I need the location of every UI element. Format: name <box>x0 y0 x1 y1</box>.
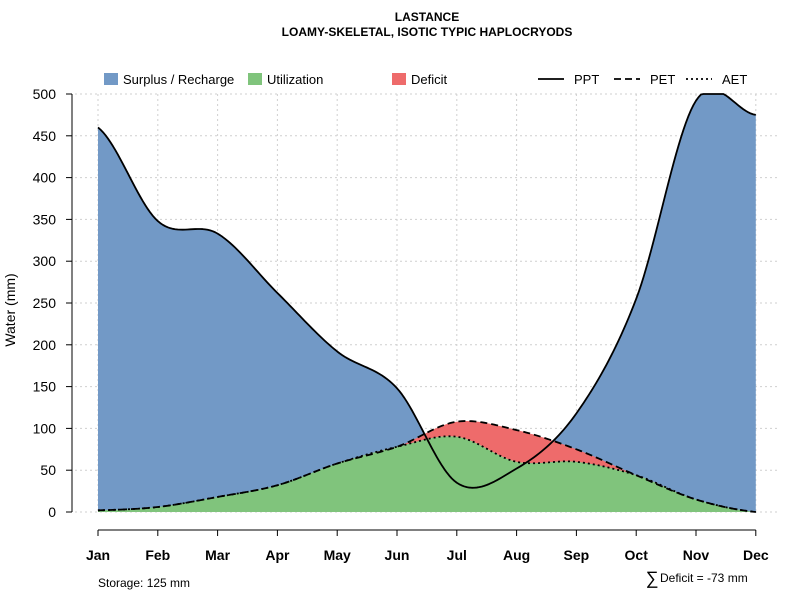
line-layer <box>97 93 756 513</box>
y-tick-label: 300 <box>33 253 57 269</box>
x-tick-label: Feb <box>145 547 170 563</box>
deficit-sum-symbol: ∑ <box>646 568 659 588</box>
x-tick-label: Nov <box>683 547 710 563</box>
deficit-annotation: Deficit = -73 mm <box>660 571 748 585</box>
pet-line <box>97 420 756 513</box>
legend-line-label: AET <box>722 72 747 87</box>
legend-label: Deficit <box>411 72 448 87</box>
ppt-line <box>97 93 756 489</box>
legend: Surplus / Recharge Utilization Deficit PPT P… <box>104 72 747 87</box>
surplus-recharge-area <box>98 94 756 512</box>
axes: 0 50 100 150 200 250 300 350 400 450 500 Jan Feb Mar A… <box>33 86 769 563</box>
y-axis-label: Water (mm) <box>2 273 18 346</box>
y-tick-label: 50 <box>40 462 56 478</box>
chart-title: LASTANCE <box>395 10 459 24</box>
legend-swatch <box>392 73 406 85</box>
x-tick-label: Jun <box>385 547 410 563</box>
x-tick-label: Mar <box>205 547 230 563</box>
utilization-area <box>98 436 756 512</box>
storage-annotation: Storage: 125 mm <box>98 576 190 590</box>
legend-swatch <box>248 73 262 85</box>
legend-label: Surplus / Recharge <box>123 72 234 87</box>
y-tick-label: 150 <box>33 379 57 395</box>
legend-swatch <box>104 73 118 85</box>
chart-subtitle: LOAMY-SKELETAL, ISOTIC TYPIC HAPLOCRYODS <box>282 25 573 39</box>
legend-label: Utilization <box>267 72 323 87</box>
y-tick-label: 200 <box>33 337 57 353</box>
x-tick-label: Apr <box>265 547 290 563</box>
legend-line-label: PPT <box>574 72 599 87</box>
x-tick-label: Sep <box>564 547 590 563</box>
legend-line-label: PET <box>650 72 675 87</box>
y-tick-label: 100 <box>33 420 57 436</box>
x-tick-label: Oct <box>625 547 649 563</box>
area-layer <box>98 94 756 512</box>
y-tick-label: 250 <box>33 295 57 311</box>
y-tick-label: 500 <box>33 86 57 102</box>
x-tick-label: May <box>324 547 351 563</box>
y-tick-label: 0 <box>48 504 56 520</box>
x-tick-label: Aug <box>503 547 530 563</box>
y-tick-label: 450 <box>33 128 57 144</box>
y-tick-label: 400 <box>33 170 57 186</box>
x-tick-label: Dec <box>743 547 769 563</box>
x-tick-label: Jul <box>447 547 467 563</box>
y-tick-label: 350 <box>33 211 57 227</box>
x-tick-label: Jan <box>86 547 110 563</box>
